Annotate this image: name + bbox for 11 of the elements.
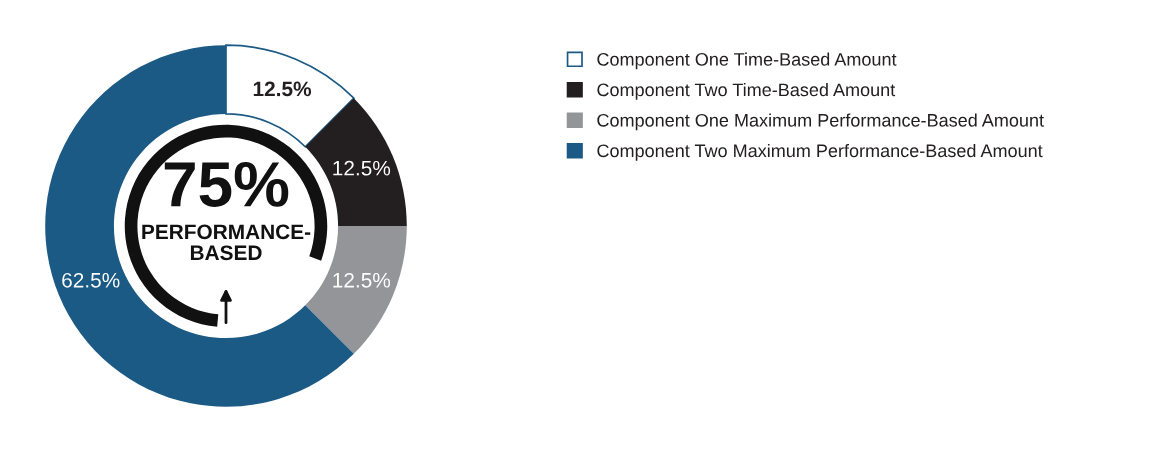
legend-label: Component Two Time-Based Amount [597,82,896,100]
data-label: 12.5% [253,81,312,97]
legend-label: Component Two Maximum Performance-Based Amount [597,143,1043,161]
legend-label: Component One Time-Based Amount [597,52,897,70]
legend-label: Component One Maximum Performance-Based Amount [597,113,1044,131]
text: 75% [164,161,289,207]
text: PERFORMANCE- BASED [142,224,311,261]
data-label: 12.5% [333,272,391,288]
donut-slice [305,98,407,226]
data-label: 62.5% [62,272,120,288]
data-label: 12.5% [333,160,391,176]
